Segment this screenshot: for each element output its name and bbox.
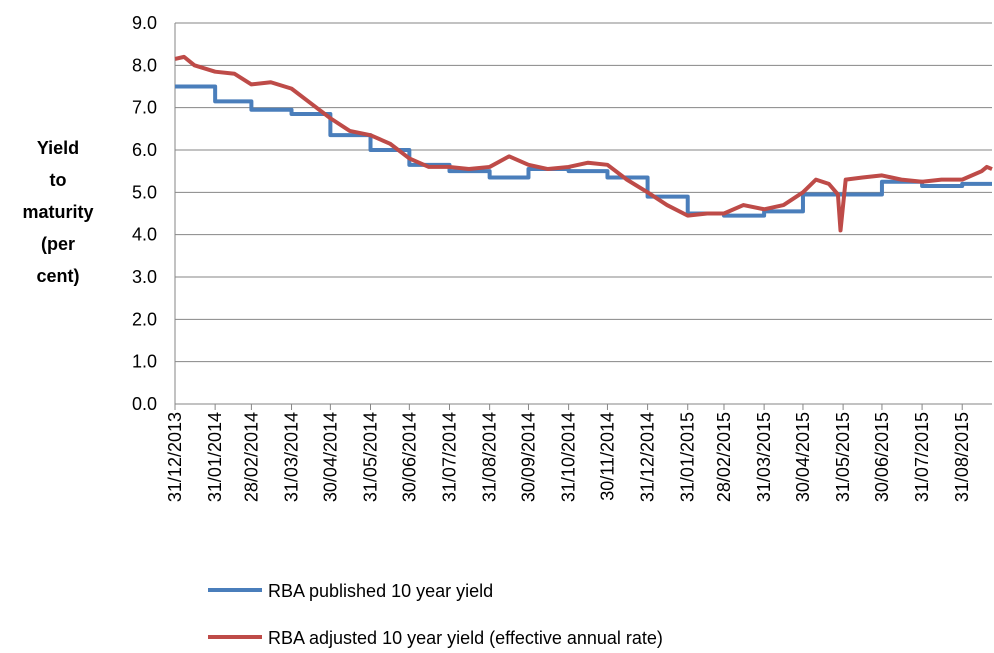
x-tick-label: 28/02/2015 [714, 412, 734, 502]
y-tick-label: 3.0 [132, 267, 157, 287]
y-tick-label: 7.0 [132, 98, 157, 118]
x-tick-label: 30/04/2014 [320, 412, 340, 502]
legend-label: RBA adjusted 10 year yield (effective an… [268, 628, 663, 648]
series-line [174, 54, 993, 233]
y-tick-label: 2.0 [132, 309, 157, 329]
x-tick-label: 30/06/2014 [399, 412, 419, 502]
y-axis-label: maturity [22, 202, 93, 222]
x-tick-label: 31/05/2015 [833, 412, 853, 502]
x-tick-label: 31/07/2014 [439, 412, 459, 502]
x-tick-label: 31/08/2015 [952, 412, 972, 502]
x-tick-label: 30/06/2015 [872, 412, 892, 502]
x-tick-label: 31/03/2014 [282, 412, 302, 502]
x-tick-label: 31/12/2014 [638, 412, 658, 502]
x-tick-label: 31/10/2014 [559, 412, 579, 502]
series-line [175, 84, 992, 218]
y-tick-label: 9.0 [132, 13, 157, 33]
x-tick-label: 30/04/2015 [793, 412, 813, 502]
x-tick-label: 31/05/2014 [361, 412, 381, 502]
x-tick-label: 31/01/2015 [678, 412, 698, 502]
x-tick-label: 31/07/2015 [912, 412, 932, 502]
y-tick-label: 8.0 [132, 55, 157, 75]
y-tick-label: 6.0 [132, 140, 157, 160]
legend-label: RBA published 10 year yield [268, 581, 493, 601]
x-tick-label: 31/01/2014 [205, 412, 225, 502]
x-tick-label: 31/03/2015 [754, 412, 774, 502]
y-tick-label: 0.0 [132, 394, 157, 414]
y-axis-label: Yield [37, 138, 79, 158]
y-tick-label: 5.0 [132, 182, 157, 202]
x-tick-label: 30/09/2014 [518, 412, 538, 502]
y-axis-label: (per [41, 234, 75, 254]
x-tick-label: 31/08/2014 [480, 412, 500, 502]
y-axis-label: to [50, 170, 67, 190]
x-tick-label: 28/02/2014 [241, 412, 261, 502]
y-tick-label: 4.0 [132, 225, 157, 245]
x-tick-label: 30/11/2014 [597, 412, 617, 501]
x-tick-label: 31/12/2013 [165, 412, 185, 502]
y-axis-label: cent) [36, 266, 79, 286]
y-tick-label: 1.0 [132, 352, 157, 372]
